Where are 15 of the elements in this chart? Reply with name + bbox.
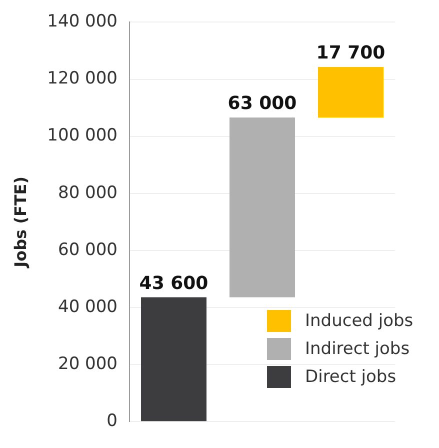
data-label: 43 600 <box>139 272 208 294</box>
y-tick-label: 60 000 <box>58 240 118 260</box>
y-axis-title: Jobs (FTE) <box>10 176 30 268</box>
y-tick-label: 40 000 <box>58 296 118 317</box>
y-tick-label: 100 000 <box>47 126 118 146</box>
data-label: 17 700 <box>316 42 386 64</box>
legend-label: Induced jobs <box>305 310 414 331</box>
data-label: 63 000 <box>228 93 297 114</box>
legend-label: Indirect jobs <box>305 338 410 359</box>
legend-label: Direct jobs <box>305 366 396 387</box>
y-tick-label: 20 000 <box>58 354 118 374</box>
y-tick-label: 0 <box>106 411 118 432</box>
y-tick-label: 140 000 <box>47 12 118 32</box>
y-tick-label: 120 000 <box>47 68 118 89</box>
y-tick-label: 80 000 <box>58 182 118 203</box>
